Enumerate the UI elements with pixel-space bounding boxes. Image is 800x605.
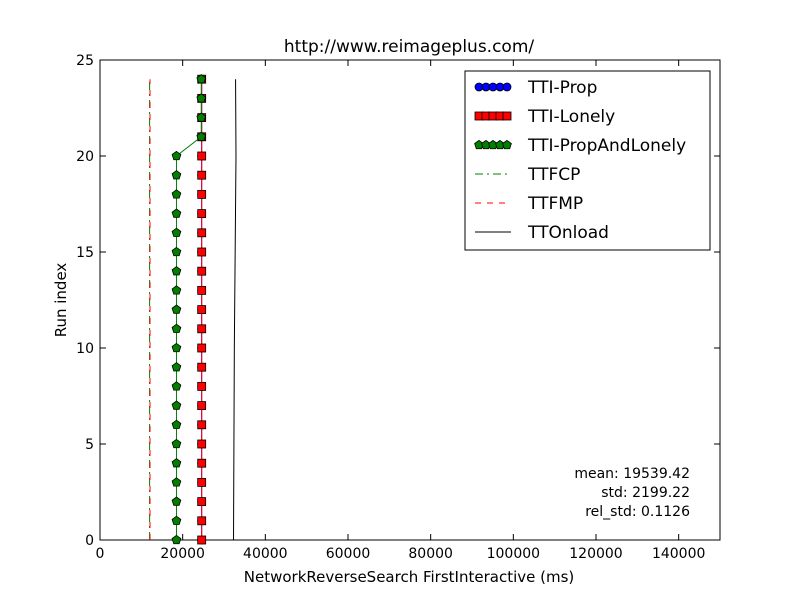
stat-rel-std: rel_std: 0.1126 (585, 504, 690, 520)
data-point (197, 324, 207, 334)
data-point (197, 535, 207, 545)
data-point (171, 342, 182, 353)
data-point (171, 477, 182, 487)
x-tick-label: 100000 (487, 546, 540, 562)
legend-entry: TTI-Lonely (474, 107, 615, 127)
y-tick-label: 10 (76, 341, 94, 357)
x-tick-label: 60000 (326, 546, 371, 562)
legend-entry: TTI-Prop (474, 78, 597, 98)
plot-area: 0 20000 40000 60000 80000 100000 120000 140000 0… (76, 53, 721, 562)
legend-marker (502, 111, 512, 121)
data-point (171, 150, 182, 161)
data-point (171, 189, 182, 199)
y-tick-label: 15 (76, 245, 94, 261)
data-point (171, 323, 182, 333)
data-point (197, 228, 207, 238)
data-point (197, 497, 207, 507)
data-point (197, 189, 207, 199)
y-axis-label: Run index (52, 263, 70, 338)
x-tick-label: 80000 (408, 546, 453, 562)
data-point (171, 170, 182, 180)
data-point (171, 515, 182, 525)
data-point (171, 400, 182, 410)
legend-label: TTOnload (527, 223, 609, 243)
x-tick-label: 120000 (569, 546, 622, 562)
data-point (171, 438, 182, 449)
data-point (197, 439, 207, 449)
legend-entry: TTFCP (475, 165, 580, 185)
data-point (171, 304, 182, 314)
legend-entry: TTFMP (475, 194, 583, 214)
data-point (171, 381, 182, 391)
legend-label: TTI-Prop (527, 78, 597, 98)
data-point (171, 285, 182, 295)
legend-label: TTI-PropAndLonely (527, 136, 686, 156)
data-point (197, 516, 207, 526)
y-tick-label: 20 (76, 149, 94, 165)
data-point (171, 208, 182, 218)
legend-label: TTFMP (527, 194, 583, 214)
x-tick-label: 20000 (160, 546, 205, 562)
data-point (197, 285, 207, 295)
legend-label: TTI-Lonely (527, 107, 615, 127)
data-point (171, 419, 182, 429)
data-point (171, 362, 182, 372)
data-point (197, 343, 207, 353)
data-point (171, 227, 182, 237)
data-point (196, 93, 207, 103)
chart-title: http://www.reimageplus.com/ (284, 37, 535, 57)
y-tick-label: 25 (76, 53, 94, 69)
legend-label: TTFCP (527, 165, 580, 185)
data-point (171, 458, 182, 468)
data-point (197, 247, 207, 257)
axes-frame (99, 59, 721, 541)
data-point (196, 112, 207, 122)
data-point (196, 74, 207, 84)
legend: TTI-Prop TTI-Lonely TTI-PropAndLonely TTFCP… (464, 70, 711, 251)
data-point (197, 209, 207, 219)
data-point (197, 151, 207, 161)
series-ttonload (233, 79, 237, 541)
data-point (171, 496, 182, 506)
stat-mean: mean: 19539.42 (574, 466, 690, 482)
data-point (171, 534, 182, 545)
legend-marker (502, 139, 512, 150)
y-tick-label: 0 (85, 533, 94, 549)
legend-entry: TTOnload (475, 223, 609, 243)
legend-entry: TTI-PropAndLonely (474, 136, 686, 156)
x-tick-label: 140000 (652, 546, 705, 562)
x-tick-label: 40000 (243, 546, 288, 562)
data-point (197, 170, 207, 180)
data-point (197, 401, 207, 411)
stats-annotation: mean: 19539.42 std: 2199.22 rel_std: 0.1… (574, 466, 690, 520)
series-tti-propandlonely (171, 74, 207, 545)
data-point (197, 420, 207, 430)
y-tick-label: 5 (85, 437, 94, 453)
data-point (196, 131, 207, 141)
stat-std: std: 2199.22 (601, 485, 690, 501)
data-point (197, 477, 207, 487)
data-point (197, 266, 207, 276)
legend-box (464, 70, 711, 251)
data-point (197, 381, 207, 391)
series-line (233, 79, 237, 541)
data-point (171, 246, 182, 257)
data-point (197, 362, 207, 372)
legend-marker (502, 82, 512, 92)
data-point (197, 458, 207, 468)
data-point (171, 266, 182, 276)
x-tick-label: 0 (96, 546, 105, 562)
x-axis-label: NetworkReverseSearch FirstInteractive (m… (244, 568, 575, 586)
data-point (197, 305, 207, 315)
